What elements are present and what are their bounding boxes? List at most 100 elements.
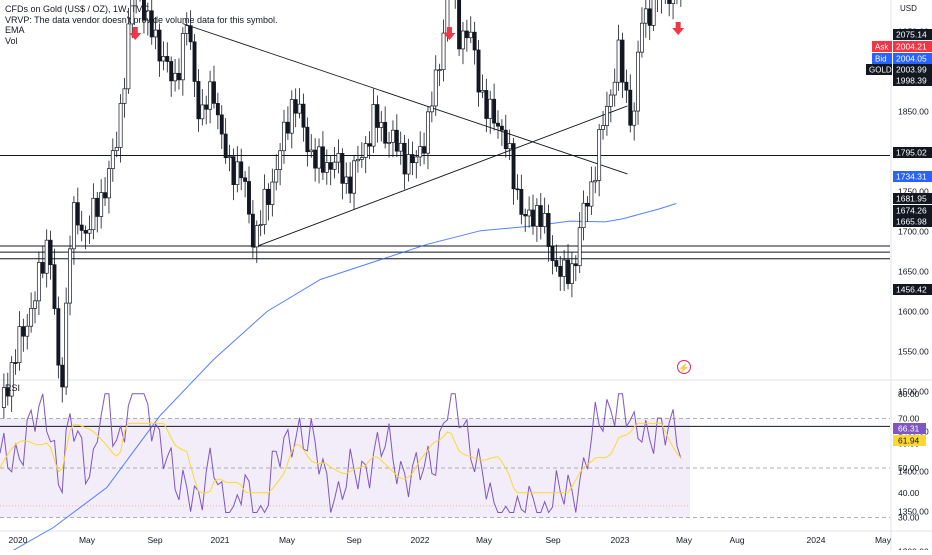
price-tag-value: 1998.39	[896, 76, 927, 86]
candle-body	[390, 129, 395, 143]
lightning-icon[interactable]: ⚡	[677, 360, 691, 374]
candle-body	[643, 8, 648, 24]
price-tag-value: 2004.21	[896, 42, 927, 52]
candle-body	[142, 0, 146, 21]
candle-body	[437, 69, 442, 72]
time-tick-label: May	[476, 535, 493, 545]
candle-body	[581, 202, 586, 229]
candle-body	[480, 90, 485, 93]
candle-body	[223, 133, 228, 159]
symbol-title[interactable]: CFDs on Gold (US$ / OZ), 1W, TVC	[5, 4, 149, 14]
price-tag-name-bg	[866, 64, 892, 75]
trendline-1	[182, 23, 628, 175]
down-arrow-icon	[675, 22, 681, 29]
candle-body	[106, 168, 111, 199]
candle-body	[348, 176, 353, 194]
price-tag-name-bg	[872, 41, 892, 52]
candle-body	[103, 192, 107, 199]
vrvp-notice: VRVP: The data vendor doesn't provide vo…	[5, 14, 278, 25]
candle-body	[1, 387, 6, 408]
candles	[1, 0, 682, 419]
ema-line	[4, 203, 677, 555]
time-tick-label: May	[676, 535, 693, 545]
time-tick-label: 2023	[611, 535, 630, 545]
candle-body	[289, 99, 294, 134]
candle-body	[383, 122, 388, 144]
price-axis-unit: USD	[900, 4, 917, 13]
candle-body	[352, 160, 356, 194]
price-tick-label: 1350.00	[898, 507, 929, 517]
candle-body	[441, 32, 446, 71]
candle-body	[266, 188, 271, 205]
price-tag-value: 1795.02	[896, 148, 927, 158]
candle-body	[511, 143, 516, 190]
candle-body	[566, 259, 570, 284]
down-arrow-icon	[446, 27, 452, 34]
candle-body	[608, 94, 613, 107]
candle-body	[639, 22, 644, 53]
candle-body	[379, 122, 384, 128]
candle-body	[636, 51, 641, 112]
price-tag-name: GOLD	[869, 66, 892, 75]
price-tick-label: 1600.00	[898, 307, 929, 317]
candle-body	[651, 0, 656, 26]
candle-body	[149, 10, 154, 38]
candle-body	[367, 143, 372, 147]
candle-body	[293, 99, 298, 114]
candle-body	[161, 56, 166, 62]
candle-body	[56, 308, 61, 366]
candle-body	[398, 142, 403, 152]
rsi-indicator-label[interactable]: RSI	[5, 383, 21, 393]
price-tag-bg	[893, 75, 932, 86]
candle-body	[371, 104, 376, 147]
price-tag-bg	[893, 205, 932, 216]
rsi-value-tag: 61.94	[898, 436, 920, 446]
candle-body	[21, 326, 26, 337]
candle-body	[422, 146, 427, 154]
candle-body	[262, 188, 267, 225]
candle-body	[624, 81, 629, 91]
candle-body	[130, 0, 135, 25]
candle-body	[647, 8, 652, 26]
candle-body	[538, 205, 543, 227]
candle-body	[208, 81, 213, 110]
candle-body	[324, 162, 329, 173]
price-tag-value: 1456.42	[896, 285, 927, 295]
candle-body	[5, 387, 10, 397]
candle-body	[177, 72, 181, 81]
candle-body	[48, 239, 53, 266]
rsi-tick-label: 80.00	[898, 389, 920, 399]
candle-body	[231, 156, 236, 185]
price-tag-bg	[893, 216, 932, 227]
candle-body	[534, 205, 539, 227]
candle-body	[457, 0, 462, 50]
candle-body	[515, 188, 520, 191]
candle-body	[60, 364, 65, 388]
price-tag-bg	[893, 29, 932, 40]
candle-body	[507, 143, 512, 150]
price-tag-value: 2004.05	[896, 54, 927, 64]
candle-body	[671, 0, 676, 4]
candle-body	[476, 49, 481, 93]
candle-body	[68, 248, 72, 304]
chart-legend: CFDs on Gold (US$ / OZ), 1W, TVC VRVP: T…	[5, 4, 278, 46]
candle-body	[153, 29, 158, 38]
candle-body	[554, 260, 559, 267]
candle-body	[418, 146, 423, 158]
candle-body	[122, 88, 127, 104]
volume-indicator-label[interactable]: Vol	[5, 35, 18, 46]
down-arrow-icon	[129, 33, 142, 40]
price-tag-bg	[893, 53, 932, 64]
price-tag-value: 2075.14	[896, 30, 927, 40]
candle-body	[558, 266, 563, 277]
candle-body	[235, 161, 240, 185]
candle-body	[87, 229, 92, 234]
candle-body	[320, 146, 325, 173]
candle-body	[145, 10, 150, 21]
candle-body	[359, 157, 364, 160]
price-tag-value: 1674.26	[896, 206, 927, 216]
ema-indicator-label[interactable]: EMA	[5, 25, 25, 35]
down-arrow-icon	[443, 33, 456, 40]
